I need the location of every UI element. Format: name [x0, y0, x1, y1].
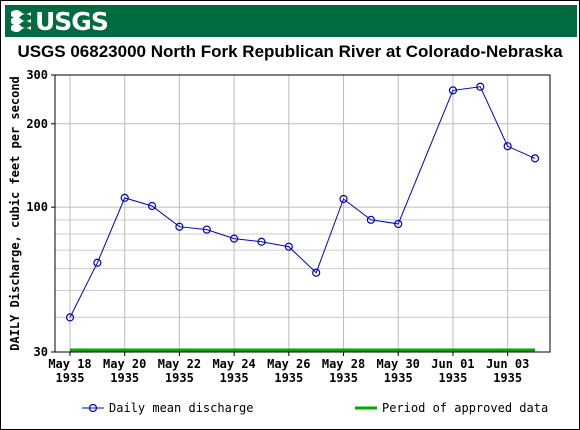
data-point: [448, 86, 458, 95]
chart-title: USGS 06823000 North Fork Republican Rive…: [17, 42, 563, 61]
legend-series-label: Daily mean discharge: [109, 401, 254, 415]
data-point: [65, 313, 75, 322]
x-tick-year-label: 1935: [220, 371, 249, 385]
usgs-wave-icon: [11, 10, 31, 32]
data-point: [284, 242, 293, 251]
x-tick-label: May 28: [322, 357, 365, 371]
data-point: [120, 193, 129, 203]
data-point: [93, 258, 102, 267]
x-tick-label: May 20: [103, 357, 146, 371]
usgs-logo: USGS: [9, 5, 109, 37]
x-tick-label: May 18: [48, 357, 91, 371]
x-tick-label: May 22: [158, 357, 201, 371]
data-point: [230, 234, 239, 243]
x-tick-label: Jun 03: [486, 357, 529, 371]
legend-approved-label: Period of approved data: [382, 401, 548, 415]
data-point: [476, 82, 485, 91]
x-tick-year-label: 1935: [329, 371, 358, 385]
x-tick-year-label: 1935: [110, 371, 139, 385]
data-point: [530, 154, 540, 163]
x-tick-year-label: 1935: [274, 371, 303, 385]
x-tick-year-label: 1935: [438, 371, 467, 385]
data-point: [366, 215, 375, 224]
data-point: [503, 142, 512, 151]
series-line: [69, 86, 536, 318]
plot-area: [55, 75, 550, 352]
y-tick-label: 100: [26, 200, 48, 214]
y-tick-label: 30: [34, 345, 48, 359]
legend-series-marker: [88, 403, 98, 413]
x-tick-year-label: 1935: [56, 371, 85, 385]
data-point: [339, 194, 348, 204]
data-point: [147, 201, 157, 211]
x-tick-year-label: 1935: [384, 371, 413, 385]
data-point: [257, 237, 266, 246]
y-tick-label: 300: [26, 68, 48, 82]
x-tick-year-label: 1935: [493, 371, 522, 385]
data-point: [175, 222, 184, 231]
x-tick-label: May 26: [267, 357, 310, 371]
x-tick-label: Jun 01: [431, 357, 474, 371]
data-point: [202, 225, 211, 234]
y-tick-label: 200: [26, 117, 48, 131]
x-tick-year-label: 1935: [165, 371, 194, 385]
data-point: [312, 268, 321, 277]
usgs-banner: USGS: [5, 5, 577, 37]
x-tick-label: May 30: [377, 357, 420, 371]
plot-border: [54, 74, 551, 353]
x-tick-label: May 24: [212, 357, 255, 371]
usgs-logo-text: USGS: [35, 6, 109, 36]
data-point: [394, 219, 403, 229]
y-axis-label: DAILY Discharge, cubic feet per second: [8, 76, 22, 351]
